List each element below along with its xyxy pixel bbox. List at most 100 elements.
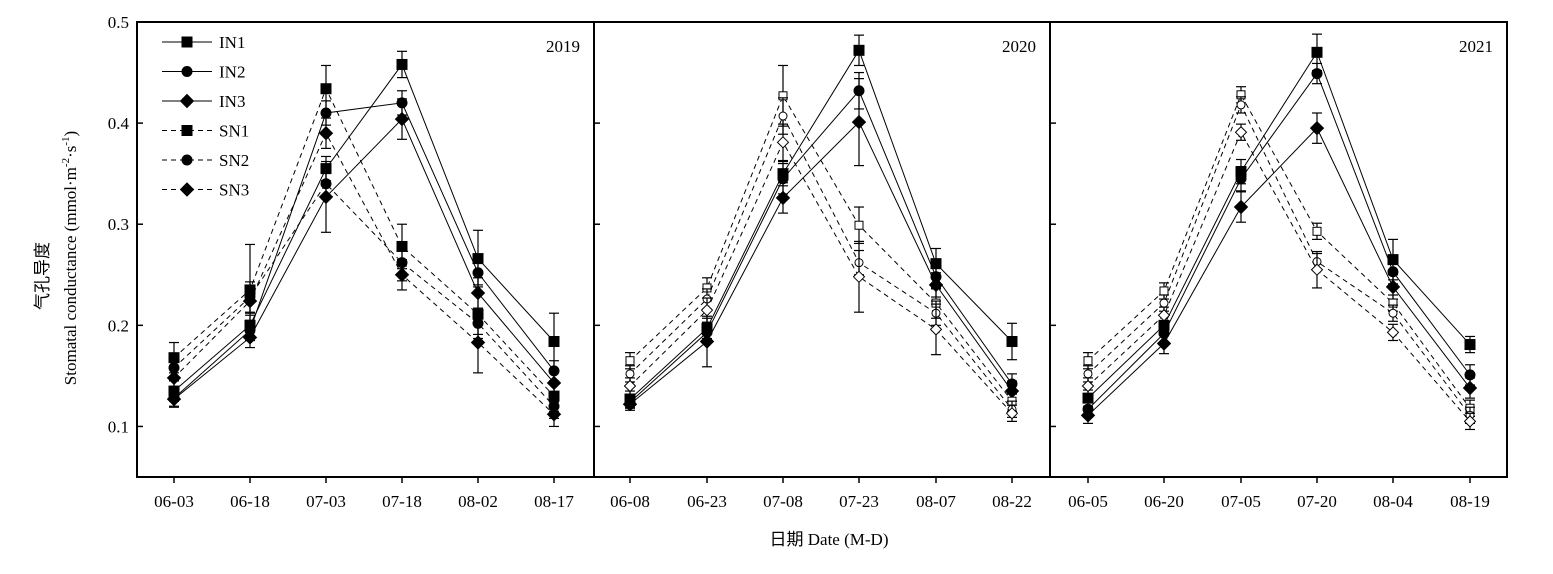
series-line [629,141,1013,414]
x-tick-label: 08-07 [916,492,956,511]
series-line [173,118,555,400]
data-point [851,114,867,130]
data-point [622,396,638,412]
data-point [699,334,715,349]
data-point [1005,407,1019,420]
series-SN1-2020 [625,64,1017,412]
data-point [778,111,788,121]
series-line [1087,127,1471,416]
x-tick-label: 08-22 [992,492,1032,511]
x-tick-label: 06-23 [687,492,727,511]
y-tick-label: 0.3 [108,215,129,234]
x-tick-label: 06-20 [1144,492,1184,511]
data-point [1081,379,1095,393]
data-point [320,178,332,190]
legend-marker [181,36,193,48]
x-tick-label: 08-19 [1450,492,1490,511]
legend-label: SN2 [219,151,249,170]
x-axis-label: 日期 Date (M-D) [770,530,889,549]
data-point [546,407,562,422]
series-IN3-2021 [1080,112,1478,425]
series-line [629,121,1013,405]
series-IN3-2019 [166,98,562,408]
data-point [1310,263,1324,276]
data-point [1385,279,1401,295]
data-point [854,220,864,230]
data-point [1156,336,1172,351]
series-IN1-2020 [624,34,1018,408]
data-point [1462,380,1478,396]
legend-item-IN2: IN2 [162,63,245,82]
data-point [1463,415,1477,428]
data-point [472,267,484,279]
y-axis-label-sup2: -1 [60,136,72,145]
series-SN2-2021 [1083,96,1475,425]
panel-year-label: 2020 [1002,37,1036,56]
legend-item-IN3: IN3 [162,92,245,111]
series-line [629,94,1013,402]
data-point [852,270,866,284]
x-tick-label: 07-03 [306,492,346,511]
data-point [1159,286,1169,296]
series-line [1087,103,1471,416]
data-point [242,293,258,309]
series-SN3-2021 [1081,123,1477,431]
series-line [629,114,1013,410]
series-SN2-2019 [168,168,560,419]
data-point [1157,309,1171,322]
x-tick-label: 07-05 [1221,492,1261,511]
series-IN3-2020 [622,78,1020,412]
y-tick-label: 0.1 [108,417,129,436]
legend: IN1 IN2 IN3 SN1 SN2 SN3 [162,33,249,200]
data-point [1234,126,1248,139]
data-point [625,369,635,379]
data-point [700,303,714,317]
legend-label: SN3 [219,181,249,200]
data-point [318,126,334,141]
legend-label: SN1 [219,122,249,141]
data-point [166,391,182,407]
data-point [1006,336,1018,348]
x-tick-label: 08-17 [534,492,574,511]
series-line [1087,131,1471,422]
series-line [1087,93,1471,409]
series-line [173,63,555,392]
data-point [320,83,332,95]
series-IN2-2020 [624,71,1018,409]
x-tick-label: 07-20 [1297,492,1337,511]
legend-label: IN2 [219,63,245,82]
series-line [629,89,1013,403]
series-SN3-2019 [166,117,562,428]
data-point [394,111,410,127]
data-point [1233,199,1249,215]
data-point [623,379,637,393]
series-IN1-2021 [1082,33,1476,407]
legend-item-SN1: SN1 [162,122,249,141]
data-point [1311,68,1323,80]
data-point [1080,408,1096,423]
data-point [853,44,865,56]
series-line [173,87,555,397]
y-axis-label-cn: 气孔导度 [33,242,52,310]
plot-layer: 0.1 0.2 0.3 0.4 0.5 06-03 06-18 07-03 07-18 08-02… [108,13,1508,511]
x-tick-label: 08-02 [458,492,498,511]
data-point [166,370,182,386]
series-line [173,132,555,415]
legend-item-SN2: SN2 [162,151,249,170]
data-point [1388,308,1398,318]
data-point [396,58,408,70]
x-tick-label: 06-18 [230,492,270,511]
data-point [1083,356,1093,366]
data-point [1386,326,1400,339]
legend-marker [181,154,193,166]
panel-year-label: 2019 [546,37,580,56]
series-line [173,102,555,399]
data-point [1464,339,1476,351]
legend-label: IN1 [219,33,245,52]
x-tick-label: 07-23 [839,492,879,511]
data-point [1309,120,1325,136]
series-line [173,182,555,407]
y-axis-label-sup1: -2 [60,158,72,167]
series-SN1-2021 [1083,86,1475,417]
